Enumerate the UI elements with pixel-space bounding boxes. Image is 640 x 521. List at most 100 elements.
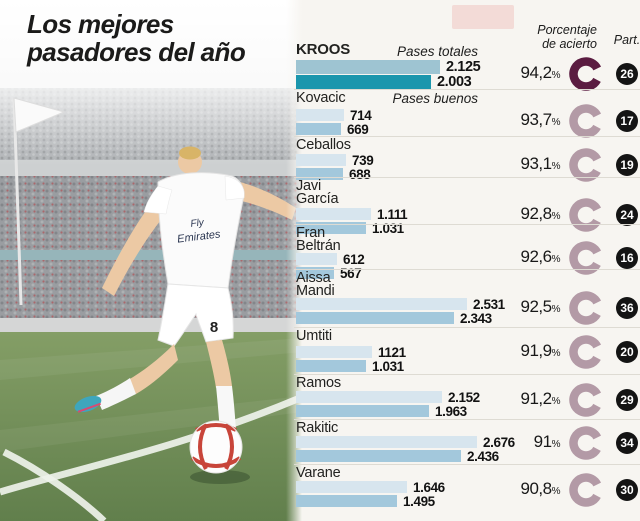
player-name: Varane — [296, 465, 341, 481]
value-pases-totales: 612 — [343, 252, 365, 267]
football — [189, 420, 250, 484]
matches-played-badge: 16 — [616, 247, 638, 269]
value-pases-totales: 2.676 — [483, 435, 515, 450]
percent-sign: % — [551, 304, 561, 315]
title-line-2: pasadores del año — [27, 37, 246, 67]
value-pases-totales: 1.111 — [377, 207, 408, 222]
bar-pases-totales — [296, 154, 346, 166]
legend-pases-totales: Pases totales — [396, 44, 478, 59]
player-name: Umtiti — [296, 328, 332, 344]
value-pases-buenos: 2.003 — [437, 74, 472, 90]
accuracy-ring-icon — [569, 198, 603, 232]
matches-played-badge: 36 — [616, 297, 638, 319]
touchline — [0, 394, 302, 496]
value-pases-buenos: 1.495 — [403, 494, 435, 509]
corner-flag-icon — [12, 97, 66, 306]
value-pases-buenos: 2.343 — [460, 311, 492, 326]
bar-pases-totales — [296, 391, 442, 403]
value-pases-buenos: 1.031 — [372, 359, 404, 374]
accuracy-percent: 92,6% — [500, 247, 561, 267]
value-pases-totales: 1.646 — [413, 480, 445, 495]
header-accuracy-line1: Porcentaje — [537, 23, 597, 37]
boot-left — [74, 395, 102, 413]
percent-sign: % — [551, 254, 561, 265]
value-pases-totales: 2.125 — [446, 59, 481, 75]
accuracy-number: 91,9 — [520, 341, 553, 360]
row-separator — [294, 224, 640, 225]
accuracy-percent: 90,8% — [500, 479, 561, 499]
bar-pases-totales — [296, 208, 371, 220]
percent-sign: % — [551, 117, 561, 128]
player-name: Aissa Mandi — [296, 270, 335, 299]
accuracy-number: 90,8 — [520, 479, 553, 498]
value-pases-totales: 714 — [350, 108, 372, 123]
header-part: Part. — [613, 33, 640, 47]
row-separator — [294, 419, 640, 420]
jersey-sponsor-line2: Emirates — [177, 228, 222, 245]
bar-pases-buenos — [296, 267, 334, 279]
accuracy-number: 91,2 — [520, 389, 553, 408]
bar-pases-totales — [296, 298, 467, 310]
accuracy-ring-icon — [569, 291, 603, 325]
player-name: Ramos — [296, 375, 341, 391]
value-pases-buenos: 2.436 — [467, 449, 499, 464]
jersey-sponsor-line1: Fly — [190, 217, 206, 230]
value-pases-totales: 2.531 — [473, 297, 505, 312]
player-name: Rakitic — [296, 420, 339, 436]
accuracy-percent: 91,9% — [500, 341, 561, 361]
value-pases-totales: 2.152 — [448, 390, 480, 405]
matches-played-badge: 24 — [616, 204, 638, 226]
accuracy-ring-icon — [569, 383, 603, 417]
player-shorts — [157, 283, 234, 347]
player-name: KROOS — [296, 41, 351, 58]
accuracy-number: 92,5 — [520, 297, 553, 316]
bar-pases-buenos — [296, 312, 454, 324]
title-line-1: Los mejores — [27, 9, 174, 39]
shirt-number: 8 — [210, 319, 218, 336]
bar-pases-buenos — [296, 495, 397, 507]
row-separator — [294, 464, 640, 465]
row-separator — [294, 327, 640, 328]
bar-pases-buenos — [296, 405, 429, 417]
header-porcentaje-de-acierto: Porcentaje de acierto — [520, 23, 597, 51]
accuracy-percent: 93,1% — [500, 154, 561, 174]
percent-sign: % — [551, 396, 561, 407]
percent-sign: % — [551, 439, 561, 450]
scoreboard-blur — [452, 5, 514, 29]
player-name: Ceballos — [296, 137, 351, 153]
bar-pases-buenos — [296, 123, 341, 135]
accuracy-percent: 92,8% — [500, 204, 561, 224]
bar-pases-totales — [296, 109, 344, 121]
row-separator — [294, 269, 640, 270]
player-name: Fran Beltrán — [296, 225, 341, 254]
accuracy-number: 92,6 — [520, 247, 553, 266]
bar-pases-totales — [296, 481, 407, 493]
value-pases-totales: 1121 — [378, 345, 406, 360]
player-kroos: Fly Emirates 8 — [74, 146, 296, 432]
bar-pases-buenos — [296, 222, 366, 234]
percent-sign: % — [551, 211, 561, 222]
value-pases-totales: 739 — [352, 153, 374, 168]
bar-pases-buenos — [296, 75, 431, 89]
bar-pases-buenos — [296, 450, 461, 462]
bar-pases-totales — [296, 60, 440, 74]
accuracy-ring-icon — [569, 335, 603, 369]
accuracy-ring-icon — [569, 426, 603, 460]
player-jersey — [157, 172, 245, 289]
accuracy-percent: 91,2% — [500, 389, 561, 409]
matches-played-badge: 19 — [616, 154, 638, 176]
value-pases-buenos: 669 — [347, 122, 369, 137]
accuracy-ring-icon — [569, 148, 603, 182]
accuracy-percent: 94,2% — [500, 63, 561, 83]
player-name: Kovacic — [296, 90, 346, 106]
percent-sign: % — [551, 161, 561, 172]
accuracy-percent: 93,7% — [500, 110, 561, 130]
accuracy-ring-icon — [569, 57, 603, 91]
matches-played-badge: 30 — [616, 479, 638, 501]
percent-sign: % — [551, 348, 561, 359]
page-title: Los mejores pasadores del año — [27, 9, 246, 67]
accuracy-ring-icon — [569, 104, 603, 138]
row-separator — [294, 136, 640, 137]
